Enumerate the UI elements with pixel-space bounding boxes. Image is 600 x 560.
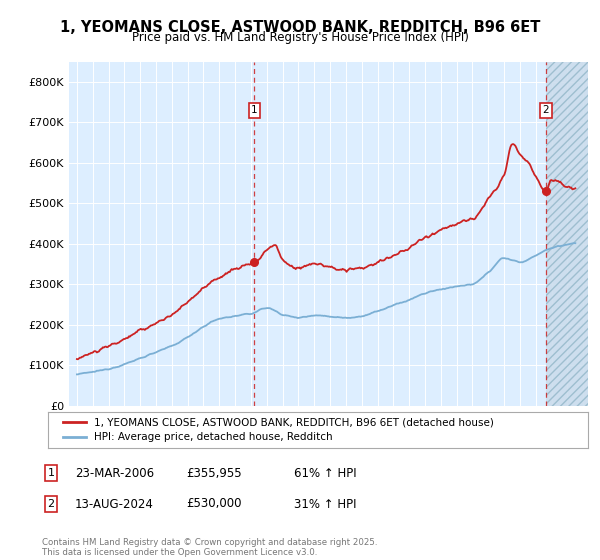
Text: 31% ↑ HPI: 31% ↑ HPI [294, 497, 356, 511]
Bar [545, 62, 588, 406]
Text: 1: 1 [47, 468, 55, 478]
Text: 2: 2 [542, 105, 549, 115]
Text: 13-AUG-2024: 13-AUG-2024 [75, 497, 154, 511]
Text: 23-MAR-2006: 23-MAR-2006 [75, 466, 154, 480]
Text: Price paid vs. HM Land Registry's House Price Index (HPI): Price paid vs. HM Land Registry's House … [131, 31, 469, 44]
Text: 1: 1 [251, 105, 258, 115]
Text: 2: 2 [47, 499, 55, 509]
Text: 61% ↑ HPI: 61% ↑ HPI [294, 466, 356, 480]
Legend: 1, YEOMANS CLOSE, ASTWOOD BANK, REDDITCH, B96 6ET (detached house), HPI: Average: 1, YEOMANS CLOSE, ASTWOOD BANK, REDDITCH… [59, 413, 498, 446]
Text: £530,000: £530,000 [186, 497, 241, 511]
Text: 1, YEOMANS CLOSE, ASTWOOD BANK, REDDITCH, B96 6ET: 1, YEOMANS CLOSE, ASTWOOD BANK, REDDITCH… [60, 20, 540, 35]
Text: £355,955: £355,955 [186, 466, 242, 480]
Text: Contains HM Land Registry data © Crown copyright and database right 2025.
This d: Contains HM Land Registry data © Crown c… [42, 538, 377, 557]
